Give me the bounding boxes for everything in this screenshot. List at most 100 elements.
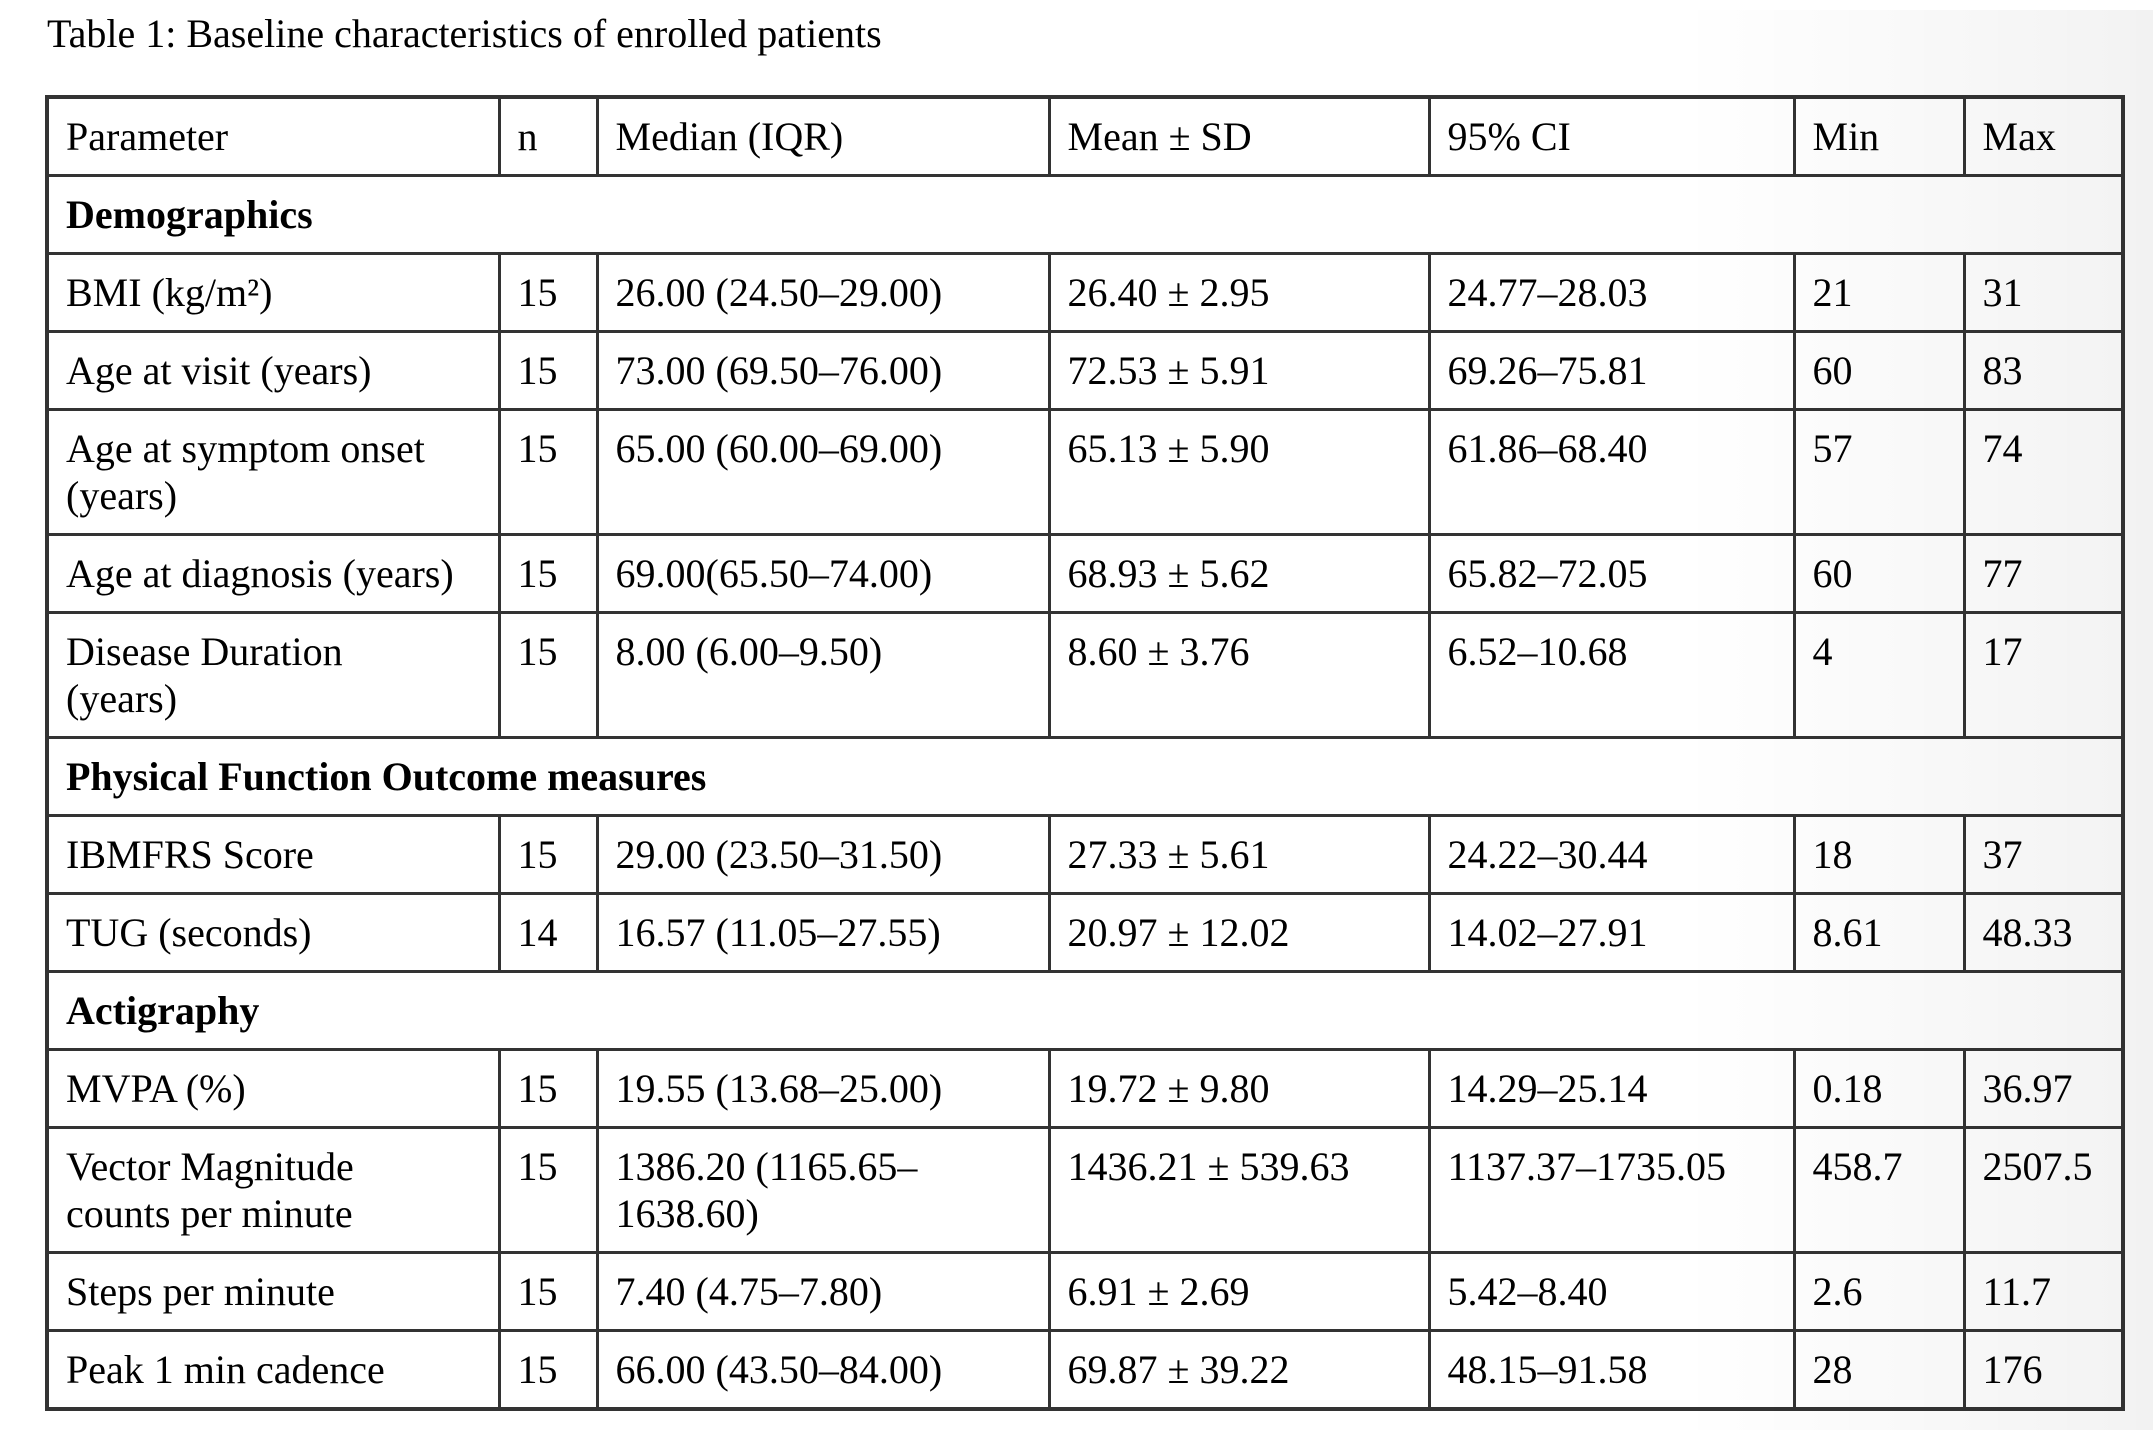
cell-n: 15 — [497, 252, 599, 333]
cell-min: 57 — [1792, 408, 1966, 536]
cell-min: 2.6 — [1792, 1251, 1966, 1332]
cell-mean_sd: 27.33 ± 5.61 — [1047, 814, 1431, 895]
cell-min: 0.18 — [1792, 1048, 1966, 1129]
table-row: Age at diagnosis (years) 15 69.00(65.50–74… — [45, 533, 2125, 614]
cell-parameter: Vector Magnitude counts per minute — [45, 1126, 501, 1254]
cell-parameter: Peak 1 min cadence — [45, 1329, 501, 1411]
cell-mean_sd: 6.91 ± 2.69 — [1047, 1251, 1431, 1332]
cell-n: 15 — [497, 814, 599, 895]
column-header-mean_sd: Mean ± SD — [1047, 95, 1431, 177]
cell-mean_sd: 65.13 ± 5.90 — [1047, 408, 1431, 536]
cell-ci_95: 48.15–91.58 — [1427, 1329, 1796, 1411]
table-header: Parameter n Median (IQR) Mean ± SD 95% CI Min… — [45, 95, 2125, 177]
cell-min: 458.7 — [1792, 1126, 1966, 1254]
cell-n: 15 — [497, 1126, 599, 1254]
cell-median_iqr: 73.00 (69.50–76.00) — [595, 330, 1051, 411]
cell-median_iqr: 19.55 (13.68–25.00) — [595, 1048, 1051, 1129]
cell-n: 15 — [497, 533, 599, 614]
cell-mean_sd: 26.40 ± 2.95 — [1047, 252, 1431, 333]
cell-max: 11.7 — [1962, 1251, 2125, 1332]
baseline-characteristics-table: Parameter n Median (IQR) Mean ± SD 95% CI Min… — [45, 95, 2125, 1411]
cell-ci_95: 1137.37–1735.05 — [1427, 1126, 1796, 1254]
table-body: Demographics BMI (kg/m²) 15 26.00 (24.50–29… — [45, 174, 2125, 1411]
cell-median_iqr: 16.57 (11.05–27.55) — [595, 892, 1051, 973]
table-row: BMI (kg/m²) 15 26.00 (24.50–29.00) 26.40 ± … — [45, 252, 2125, 333]
column-header-ci_95: 95% CI — [1427, 95, 1796, 177]
cell-median_iqr: 7.40 (4.75–7.80) — [595, 1251, 1051, 1332]
cell-max: 17 — [1962, 611, 2125, 739]
cell-parameter: Disease Duration (years) — [45, 611, 501, 739]
table-row: Age at symptom onset (years) 15 65.00 (60.… — [45, 408, 2125, 536]
cell-median_iqr: 66.00 (43.50–84.00) — [595, 1329, 1051, 1411]
cell-mean_sd: 1436.21 ± 539.63 — [1047, 1126, 1431, 1254]
cell-parameter: Age at diagnosis (years) — [45, 533, 501, 614]
cell-max: 74 — [1962, 408, 2125, 536]
cell-parameter: Steps per minute — [45, 1251, 501, 1332]
cell-n: 14 — [497, 892, 599, 973]
table-row: Peak 1 min cadence 15 66.00 (43.50–84.00) 6… — [45, 1329, 2125, 1411]
cell-mean_sd: 72.53 ± 5.91 — [1047, 330, 1431, 411]
table-caption: Table 1: Baseline characteristics of enr… — [47, 11, 882, 56]
cell-median_iqr: 29.00 (23.50–31.50) — [595, 814, 1051, 895]
section-row: Demographics — [45, 174, 2125, 255]
cell-min: 8.61 — [1792, 892, 1966, 973]
cell-max: 2507.5 — [1962, 1126, 2125, 1254]
cell-max: 36.97 — [1962, 1048, 2125, 1129]
cell-median_iqr: 8.00 (6.00–9.50) — [595, 611, 1051, 739]
cell-mean_sd: 20.97 ± 12.02 — [1047, 892, 1431, 973]
cell-parameter: IBMFRS Score — [45, 814, 501, 895]
cell-mean_sd: 19.72 ± 9.80 — [1047, 1048, 1431, 1129]
section-row: Actigraphy — [45, 970, 2125, 1051]
cell-min: 28 — [1792, 1329, 1966, 1411]
table-row: Age at visit (years) 15 73.00 (69.50–76.00… — [45, 330, 2125, 411]
cell-n: 15 — [497, 330, 599, 411]
cell-max: 31 — [1962, 252, 2125, 333]
cell-n: 15 — [497, 1048, 599, 1129]
cell-mean_sd: 69.87 ± 39.22 — [1047, 1329, 1431, 1411]
cell-median_iqr: 69.00(65.50–74.00) — [595, 533, 1051, 614]
cell-max: 37 — [1962, 814, 2125, 895]
table-row: Disease Duration (years) 15 8.00 (6.00–9.5… — [45, 611, 2125, 739]
cell-median_iqr: 65.00 (60.00–69.00) — [595, 408, 1051, 536]
cell-ci_95: 65.82–72.05 — [1427, 533, 1796, 614]
cell-max: 83 — [1962, 330, 2125, 411]
table-row: TUG (seconds) 14 16.57 (11.05–27.55) 20.97 … — [45, 892, 2125, 973]
cell-max: 176 — [1962, 1329, 2125, 1411]
table-row: Vector Magnitude counts per minute 15 1386… — [45, 1126, 2125, 1254]
cell-n: 15 — [497, 611, 599, 739]
table-row: Steps per minute 15 7.40 (4.75–7.80) 6.91 ±… — [45, 1251, 2125, 1332]
cell-ci_95: 69.26–75.81 — [1427, 330, 1796, 411]
section-row: Physical Function Outcome measures — [45, 736, 2125, 817]
header-row: Parameter n Median (IQR) Mean ± SD 95% CI Min… — [45, 95, 2125, 177]
table-row: MVPA (%) 15 19.55 (13.68–25.00) 19.72 ± 9.8… — [45, 1048, 2125, 1129]
cell-ci_95: 14.29–25.14 — [1427, 1048, 1796, 1129]
document-page: Table 1: Baseline characteristics of enr… — [0, 10, 2153, 1430]
column-header-max: Max — [1962, 95, 2125, 177]
cell-parameter: TUG (seconds) — [45, 892, 501, 973]
cell-median_iqr: 26.00 (24.50–29.00) — [595, 252, 1051, 333]
cell-n: 15 — [497, 1329, 599, 1411]
section-label: Physical Function Outcome measures — [45, 736, 2125, 817]
cell-min: 60 — [1792, 533, 1966, 614]
cell-ci_95: 5.42–8.40 — [1427, 1251, 1796, 1332]
column-header-median_iqr: Median (IQR) — [595, 95, 1051, 177]
cell-mean_sd: 8.60 ± 3.76 — [1047, 611, 1431, 739]
cell-min: 18 — [1792, 814, 1966, 895]
cell-n: 15 — [497, 408, 599, 536]
cell-ci_95: 61.86–68.40 — [1427, 408, 1796, 536]
cell-median_iqr: 1386.20 (1165.65– 1638.60) — [595, 1126, 1051, 1254]
cell-max: 77 — [1962, 533, 2125, 614]
column-header-min: Min — [1792, 95, 1966, 177]
cell-mean_sd: 68.93 ± 5.62 — [1047, 533, 1431, 614]
cell-min: 60 — [1792, 330, 1966, 411]
cell-ci_95: 24.77–28.03 — [1427, 252, 1796, 333]
cell-ci_95: 6.52–10.68 — [1427, 611, 1796, 739]
table-row: IBMFRS Score 15 29.00 (23.50–31.50) 27.33 ±… — [45, 814, 2125, 895]
cell-min: 21 — [1792, 252, 1966, 333]
cell-ci_95: 14.02–27.91 — [1427, 892, 1796, 973]
column-header-n: n — [497, 95, 599, 177]
section-label: Actigraphy — [45, 970, 2125, 1051]
cell-parameter: Age at visit (years) — [45, 330, 501, 411]
cell-ci_95: 24.22–30.44 — [1427, 814, 1796, 895]
cell-parameter: BMI (kg/m²) — [45, 252, 501, 333]
